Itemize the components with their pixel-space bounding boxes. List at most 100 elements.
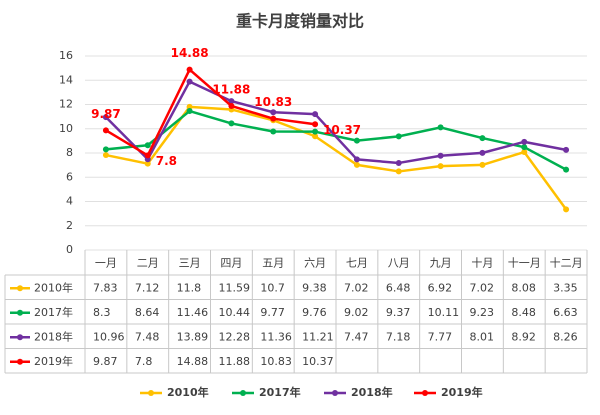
x-tick-label: 七月 [346, 257, 368, 270]
table-cell: 11.21 [302, 330, 334, 343]
table-cell: 6.48 [386, 281, 411, 294]
point [186, 78, 193, 85]
table-row-header: 2010年 [34, 280, 73, 294]
point [228, 102, 235, 109]
data-label: 14.88 [171, 46, 209, 60]
table-legend-dot [17, 285, 23, 292]
point [228, 120, 235, 127]
table-cell: 8.64 [135, 306, 160, 319]
point [395, 168, 402, 175]
table-cell: 7.48 [135, 330, 160, 343]
table-cell: 8.26 [553, 330, 578, 343]
point [353, 137, 360, 144]
point [437, 152, 444, 159]
data-label: 10.37 [323, 123, 361, 137]
point [102, 114, 109, 121]
table-cell: 10.11 [428, 306, 460, 319]
table-cell: 9.02 [344, 306, 369, 319]
table-cell: 10.83 [260, 355, 292, 368]
table-row-header: 2018年 [34, 329, 73, 343]
point [437, 124, 444, 131]
point [186, 108, 193, 115]
point [395, 159, 402, 166]
table-cell: 7.83 [93, 281, 118, 294]
point [102, 152, 109, 159]
point [270, 128, 277, 135]
point [312, 121, 319, 128]
point [312, 133, 319, 140]
legend-label: 2018年 [351, 385, 393, 399]
table-cell: 9.37 [386, 306, 411, 319]
table-cell: 6.63 [553, 306, 578, 319]
table-cell: 11.46 [177, 306, 209, 319]
point [270, 109, 277, 116]
point [102, 146, 109, 153]
table-cell: 8.01 [470, 330, 495, 343]
table-legend-dot [17, 309, 23, 316]
legend-dot [332, 390, 338, 396]
table-legend-dot [17, 334, 23, 341]
table-cell: 8.48 [511, 306, 536, 319]
y-tick-label: 2 [66, 219, 73, 232]
table-cell: 10.7 [260, 281, 285, 294]
point [144, 142, 151, 149]
x-tick-label: 九月 [430, 257, 452, 270]
table-row-header: 2017年 [34, 305, 73, 319]
data-label: 11.88 [212, 82, 250, 96]
point [353, 156, 360, 163]
point [521, 138, 528, 145]
y-tick-label: 14 [59, 73, 73, 86]
point [521, 144, 528, 151]
point [228, 98, 235, 105]
point [479, 149, 486, 156]
legend-dot [148, 390, 154, 396]
table-legend-dot [17, 358, 23, 365]
chart-title: 重卡月度销量对比 [236, 12, 364, 31]
y-tick-label: 10 [59, 122, 73, 135]
data-label: 7.8 [156, 154, 177, 168]
table-cell: 8.92 [511, 330, 536, 343]
point [563, 146, 570, 153]
legend-label: 2017年 [259, 385, 301, 399]
data-label: 10.83 [254, 95, 292, 109]
x-tick-label: 六月 [304, 257, 326, 270]
point [102, 127, 109, 134]
table-cell: 3.35 [553, 281, 578, 294]
x-tick-label: 五月 [262, 257, 284, 270]
table-cell: 11.8 [177, 281, 202, 294]
table-cell: 7.8 [135, 355, 153, 368]
table-cell: 11.59 [219, 281, 251, 294]
y-tick-label: 4 [66, 195, 73, 208]
point [186, 103, 193, 110]
x-tick-label: 十月 [471, 256, 493, 270]
point [563, 206, 570, 213]
table-cell: 9.77 [260, 306, 285, 319]
table-cell: 13.89 [177, 330, 209, 343]
table-cell: 7.02 [344, 281, 369, 294]
legend-dot [422, 390, 428, 396]
x-tick-label: 十一月 [508, 256, 541, 270]
point [312, 128, 319, 135]
table-cell: 12.28 [219, 330, 251, 343]
point [186, 66, 193, 73]
table-cell: 7.18 [386, 330, 411, 343]
series-line [105, 68, 316, 157]
point [479, 161, 486, 168]
y-tick-label: 16 [59, 49, 73, 62]
y-tick-label: 6 [66, 170, 73, 183]
table-cell: 8.3 [93, 306, 111, 319]
table-cell: 9.23 [470, 306, 495, 319]
x-tick-label: 十二月 [550, 256, 583, 270]
legend-dot [240, 390, 246, 396]
table-cell: 8.08 [511, 281, 536, 294]
table-cell: 7.77 [428, 330, 453, 343]
point [395, 133, 402, 140]
y-tick-label: 0 [66, 243, 73, 256]
y-tick-label: 12 [59, 98, 73, 111]
point [563, 166, 570, 173]
table-cell: 10.96 [93, 330, 125, 343]
x-tick-label: 三月 [179, 257, 201, 270]
point [144, 152, 151, 159]
table-cell: 14.88 [177, 355, 209, 368]
point [144, 160, 151, 167]
